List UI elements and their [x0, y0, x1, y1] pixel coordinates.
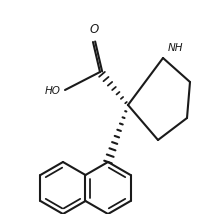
Text: HO: HO [45, 86, 61, 96]
Text: NH: NH [168, 43, 183, 53]
Text: O: O [89, 23, 99, 36]
